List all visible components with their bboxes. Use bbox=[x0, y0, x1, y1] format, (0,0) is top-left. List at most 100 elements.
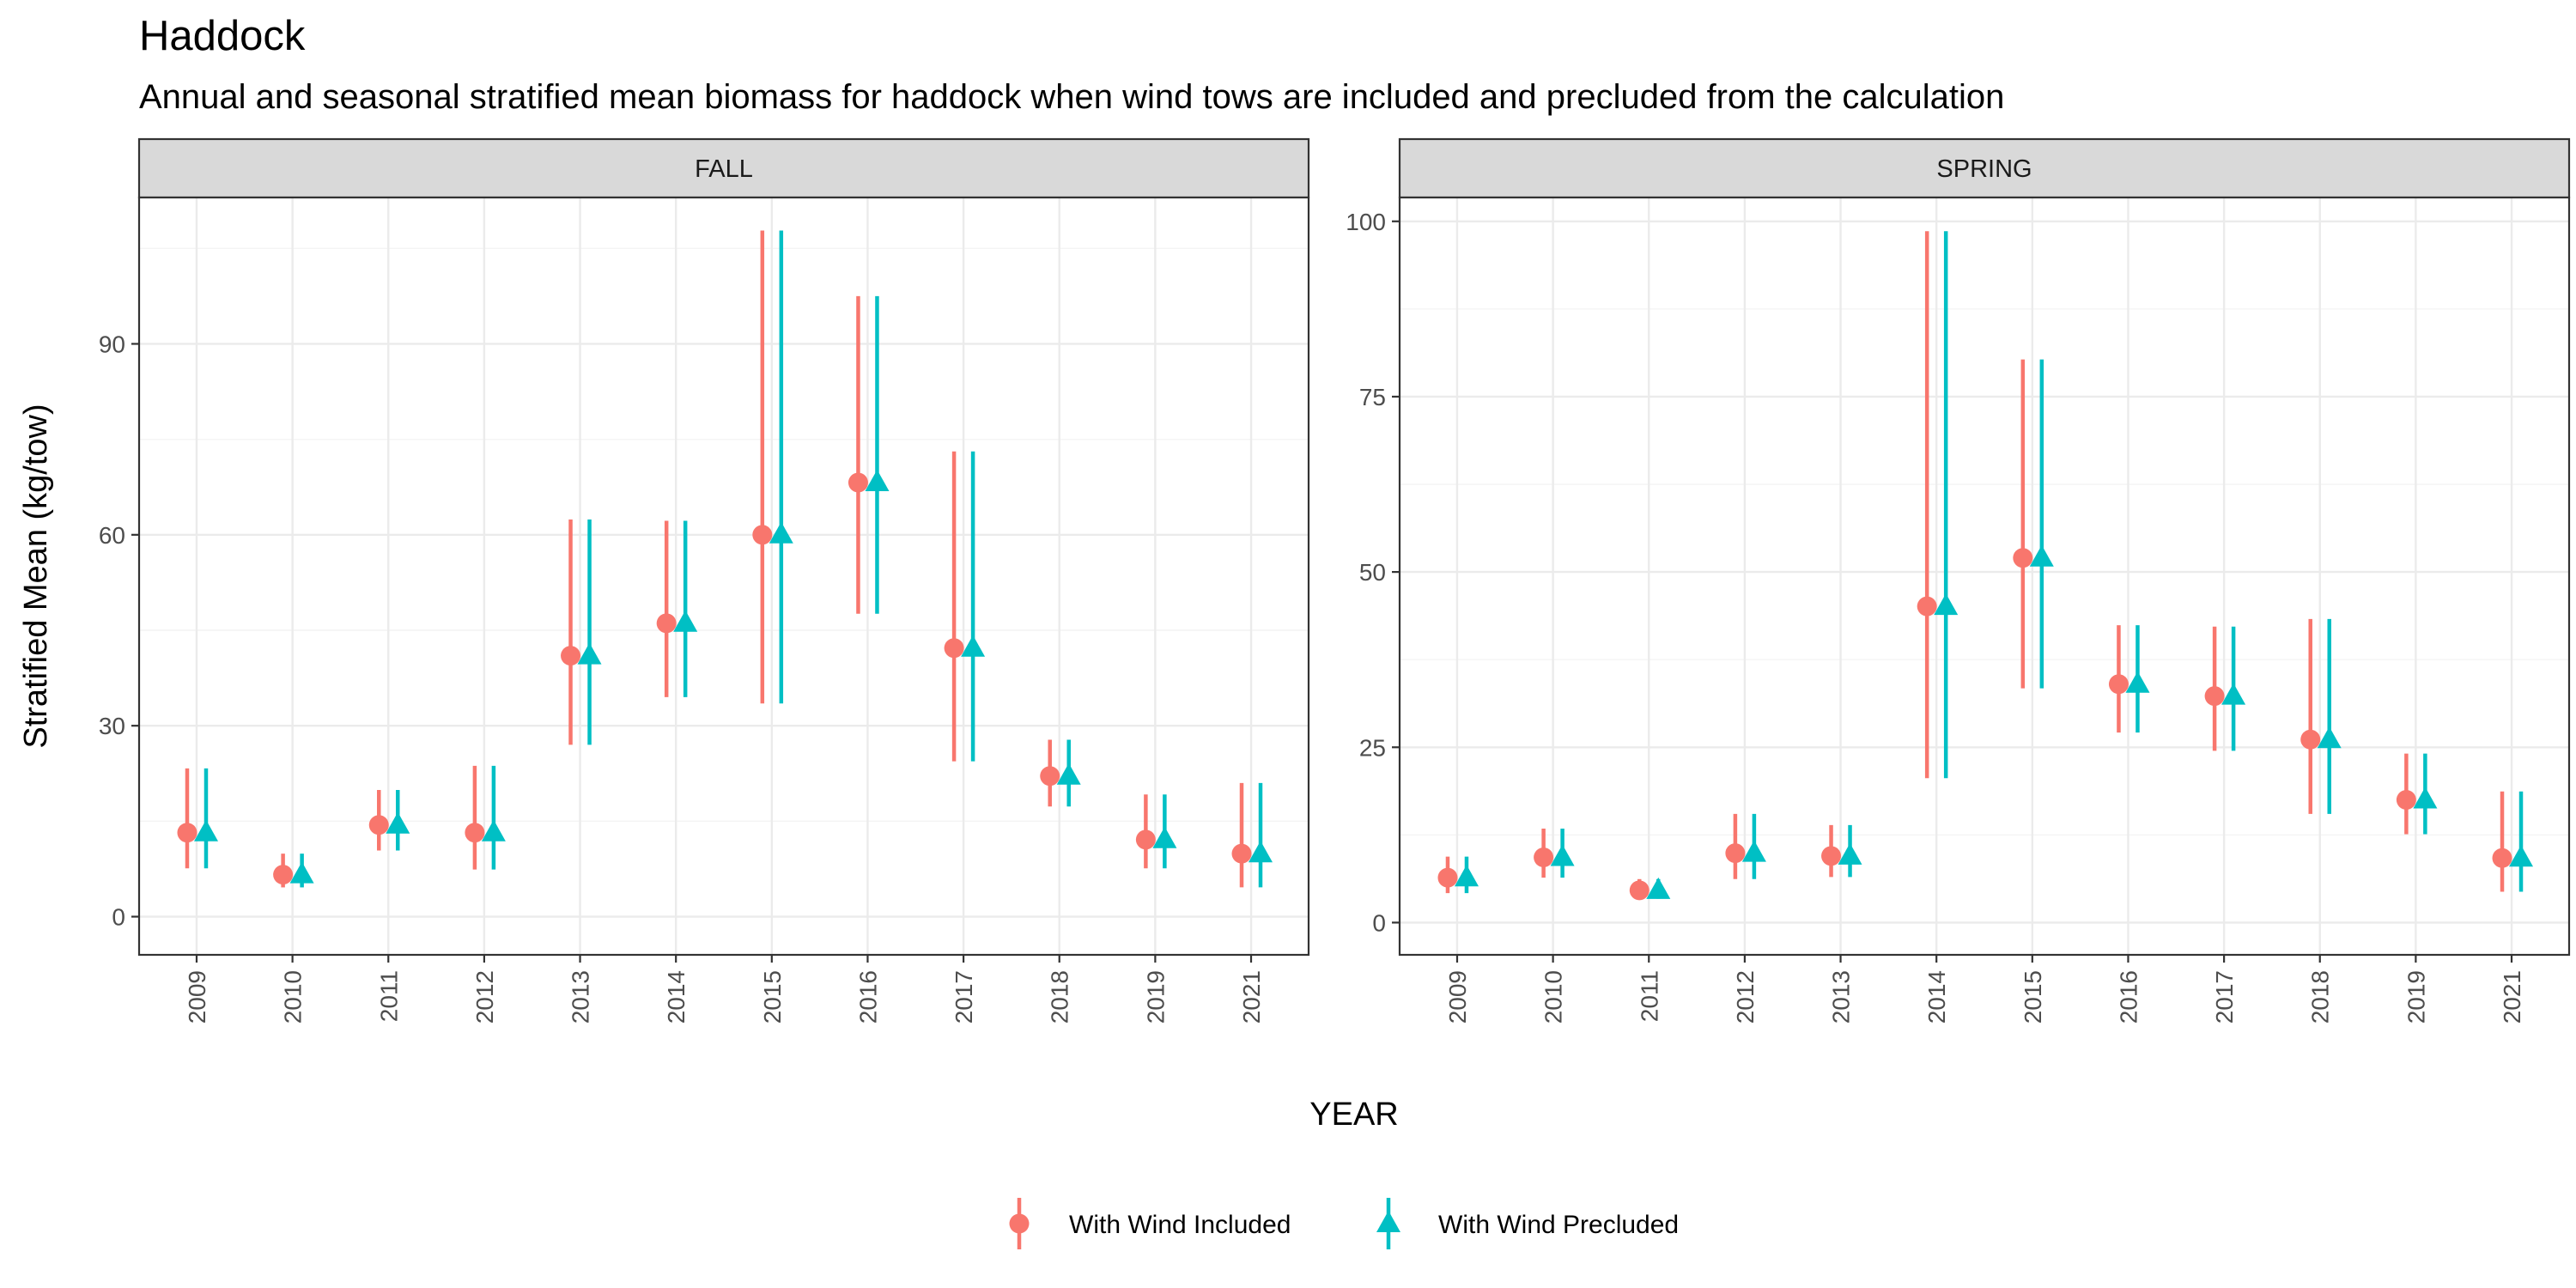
data-point-triangle bbox=[1646, 877, 1671, 899]
data-point-triangle bbox=[1249, 841, 1273, 863]
data-point-triangle bbox=[289, 861, 314, 884]
x-tick-label: 2018 bbox=[1047, 970, 1073, 1024]
x-tick-label: 2019 bbox=[2403, 970, 2429, 1024]
data-point-circle bbox=[1040, 766, 1060, 787]
x-tick-label: 2010 bbox=[1540, 970, 1567, 1024]
panel-strip-fall bbox=[137, 137, 1310, 199]
data-point-circle bbox=[177, 823, 197, 843]
data-point-circle bbox=[465, 823, 485, 843]
data-point-circle bbox=[2300, 729, 2321, 750]
data-point-triangle bbox=[673, 610, 698, 632]
x-tick-label: 2015 bbox=[2020, 970, 2046, 1024]
panel-area-spring bbox=[1400, 197, 2569, 955]
legend-key-triangle bbox=[1376, 1211, 1400, 1232]
data-point-circle bbox=[1725, 843, 1746, 864]
legend-label: With Wind Included bbox=[1069, 1211, 1291, 1239]
x-tick-label: 2021 bbox=[2499, 970, 2525, 1024]
x-axis-fall: 2009 2010 2011 2012 2013 2014 2015 2016 2017 2018… bbox=[184, 955, 1265, 1024]
x-tick-label: 2009 bbox=[184, 970, 210, 1024]
x-tick-label: 2013 bbox=[1828, 970, 1855, 1024]
x-tick-label: 2014 bbox=[663, 970, 690, 1024]
data-point-circle bbox=[273, 865, 294, 885]
data-point-triangle bbox=[577, 642, 602, 665]
data-point-circle bbox=[2108, 674, 2129, 695]
panel-fall: FALL 0 30 60 90 2009 2010 2011 2012 2013 2014 201… bbox=[99, 137, 1310, 1024]
chart-subtitle: Annual and seasonal stratified mean biom… bbox=[139, 78, 2004, 116]
panel-area-fall bbox=[139, 197, 1309, 955]
data-point-triangle bbox=[1455, 865, 1479, 887]
data-point-circle bbox=[1135, 829, 1156, 850]
data-point-circle bbox=[848, 472, 868, 493]
data-point-triangle bbox=[1152, 826, 1177, 848]
data-point-circle bbox=[2013, 548, 2033, 568]
y-tick-label: 60 bbox=[99, 522, 125, 549]
data-point-triangle bbox=[2413, 787, 2438, 809]
data-point-circle bbox=[1629, 880, 1649, 901]
x-tick-label: 2015 bbox=[759, 970, 786, 1024]
y-tick-label: 75 bbox=[1359, 384, 1386, 410]
data-point-circle bbox=[1534, 847, 1554, 867]
x-tick-label: 2021 bbox=[1238, 970, 1265, 1024]
data-point-triangle bbox=[481, 819, 506, 841]
data-point-triangle bbox=[2029, 544, 2054, 567]
data-point-triangle bbox=[865, 470, 890, 491]
data-point-circle bbox=[368, 815, 389, 835]
panel-strip-label-spring: SPRING bbox=[1936, 155, 2032, 183]
y-axis-fall: 0 30 60 90 bbox=[99, 331, 139, 931]
y-tick-label: 0 bbox=[1372, 909, 1386, 936]
y-tick-label: 30 bbox=[99, 713, 125, 739]
x-tick-label: 2012 bbox=[471, 970, 498, 1024]
data-point-triangle bbox=[1741, 840, 1766, 862]
panel-strip-label-fall: FALL bbox=[695, 155, 753, 183]
x-tick-label: 2016 bbox=[2115, 970, 2142, 1024]
data-point-triangle bbox=[2125, 671, 2150, 693]
y-tick-label: 50 bbox=[1359, 559, 1386, 586]
data-point-circle bbox=[1821, 846, 1842, 866]
data-point-triangle bbox=[194, 819, 218, 841]
data-point-circle bbox=[944, 638, 964, 659]
data-point-circle bbox=[752, 525, 773, 545]
x-tick-label: 2018 bbox=[2307, 970, 2334, 1024]
x-tick-label: 2013 bbox=[568, 970, 594, 1024]
data-point-circle bbox=[2204, 686, 2225, 707]
y-tick-label: 100 bbox=[1346, 209, 1386, 235]
x-tick-label: 2019 bbox=[1142, 970, 1169, 1024]
chart-title: Haddock bbox=[139, 13, 306, 59]
data-point-circle bbox=[1917, 596, 1937, 617]
panel-border-spring bbox=[1398, 196, 2571, 957]
y-axis-title: Stratified Mean (kg/tow) bbox=[18, 404, 54, 748]
data-point-circle bbox=[656, 613, 677, 634]
y-tick-label: 25 bbox=[1359, 734, 1386, 761]
y-tick-label: 90 bbox=[99, 331, 125, 357]
data-point-triangle bbox=[1550, 844, 1575, 866]
legend-key-circle bbox=[1009, 1213, 1030, 1234]
y-tick-label: 0 bbox=[112, 904, 125, 931]
x-tick-label: 2017 bbox=[951, 970, 977, 1024]
x-axis-spring: 2009 2010 2011 2012 2013 2014 2015 2016 2017 2018… bbox=[1444, 955, 2525, 1024]
data-point-triangle bbox=[1838, 842, 1862, 865]
legend-label: With Wind Precluded bbox=[1438, 1211, 1679, 1239]
gridlines-spring bbox=[1400, 197, 2569, 955]
x-tick-label: 2011 bbox=[375, 970, 402, 1022]
legend: With Wind Included With Wind Precluded bbox=[1009, 1198, 1679, 1249]
data-point-triangle bbox=[2221, 683, 2246, 705]
data-point-triangle bbox=[961, 635, 986, 657]
data-point-triangle bbox=[386, 811, 410, 834]
data-point-triangle bbox=[2509, 845, 2533, 867]
y-axis-spring: 0 25 50 75 100 bbox=[1346, 209, 1400, 936]
x-tick-label: 2016 bbox=[854, 970, 881, 1024]
x-axis-title: YEAR bbox=[1309, 1097, 1398, 1133]
data-point-circle bbox=[1231, 843, 1252, 864]
data-point-triangle bbox=[2317, 726, 2342, 749]
data-point-circle bbox=[561, 646, 581, 666]
data-point-triangle bbox=[1056, 762, 1081, 785]
x-tick-label: 2011 bbox=[1636, 970, 1662, 1022]
data-point-triangle bbox=[1934, 593, 1959, 616]
panel-border-fall bbox=[137, 196, 1310, 957]
data-point-circle bbox=[1437, 867, 1458, 888]
x-tick-label: 2012 bbox=[1732, 970, 1759, 1024]
gridlines-fall bbox=[139, 197, 1309, 955]
data-point-circle bbox=[2492, 848, 2512, 868]
